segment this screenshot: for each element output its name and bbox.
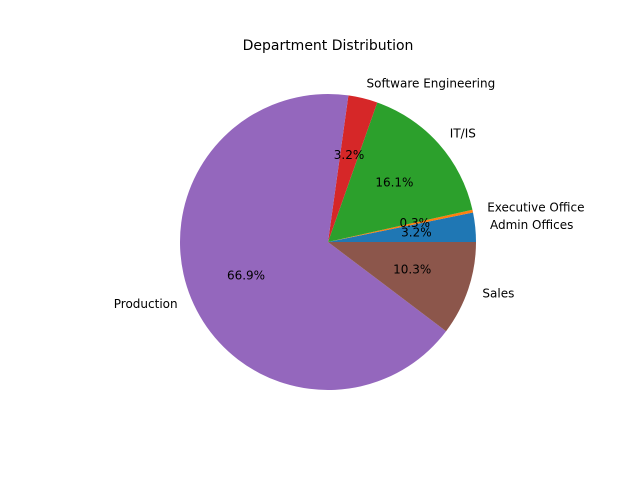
slice-sales: [328, 242, 476, 332]
slice-production: [179, 93, 447, 390]
slice-it-is: [328, 102, 473, 242]
chart-title: Department Distribution: [243, 38, 414, 54]
slice-software-engineering: [328, 95, 378, 242]
pie-slices: [179, 93, 476, 390]
slice-label-it-is: IT/IS: [450, 127, 476, 141]
slice-percent-software-engineering: 3.2%: [334, 148, 365, 162]
pie-labels: Admin Offices 3.2% Executive Office 0.3% IT/…: [114, 76, 585, 310]
slice-label-admin-offices: Admin Offices: [490, 218, 573, 232]
slice-label-production: Production: [114, 297, 178, 311]
slice-label-executive-office: Executive Office: [487, 201, 584, 215]
slice-percent-executive-office: 0.3%: [400, 216, 431, 230]
slice-percent-admin-offices: 3.2%: [401, 226, 432, 240]
slice-executive-office: [328, 209, 474, 242]
slice-label-sales: Sales: [482, 286, 514, 300]
slice-percent-it-is: 16.1%: [375, 176, 413, 190]
slice-admin-offices: [328, 212, 476, 242]
slice-percent-sales: 10.3%: [393, 263, 431, 277]
slice-percent-production: 66.9%: [227, 269, 265, 283]
slice-label-software-engineering: Software Engineering: [367, 76, 496, 90]
